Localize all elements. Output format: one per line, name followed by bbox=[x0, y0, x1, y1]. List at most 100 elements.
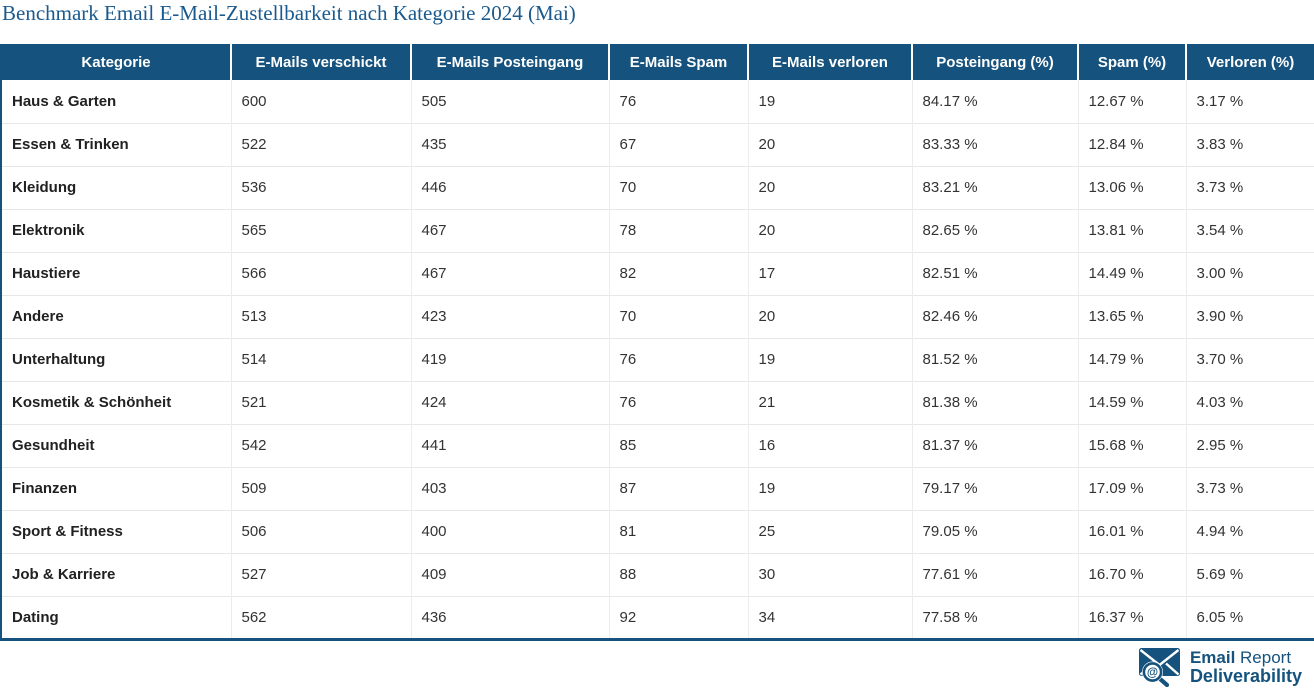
table-row: Elektronik 565 467 78 20 82.65 % 13.81 % 3.54 % bbox=[1, 208, 1314, 252]
value-cell: 3.73 % bbox=[1185, 466, 1314, 510]
category-cell: Dating bbox=[1, 595, 231, 639]
column-header: E-Mails verschickt bbox=[230, 44, 411, 80]
value-cell: 76 bbox=[608, 80, 748, 123]
value-cell: 70 bbox=[608, 294, 748, 338]
value-cell: 25 bbox=[747, 509, 912, 553]
value-cell: 446 bbox=[410, 165, 609, 209]
value-cell: 83.21 % bbox=[911, 165, 1078, 209]
value-cell: 17.09 % bbox=[1077, 466, 1186, 510]
benchmark-table: Kategorie E-Mails verschickt E-Mails Poste… bbox=[0, 44, 1314, 641]
value-cell: 20 bbox=[747, 165, 912, 209]
column-header: Spam (%) bbox=[1077, 44, 1186, 80]
column-header: Posteingang (%) bbox=[911, 44, 1078, 80]
table-row: Dating 562 436 92 34 77.58 % 16.37 % 6.05 % bbox=[1, 595, 1314, 639]
value-cell: 3.54 % bbox=[1185, 208, 1314, 252]
value-cell: 78 bbox=[608, 208, 748, 252]
value-cell: 506 bbox=[230, 509, 411, 553]
value-cell: 85 bbox=[608, 423, 748, 467]
value-cell: 403 bbox=[410, 466, 609, 510]
value-cell: 77.58 % bbox=[911, 595, 1078, 639]
value-cell: 13.65 % bbox=[1077, 294, 1186, 338]
value-cell: 20 bbox=[747, 122, 912, 166]
value-cell: 21 bbox=[747, 380, 912, 424]
value-cell: 15.68 % bbox=[1077, 423, 1186, 467]
value-cell: 14.59 % bbox=[1077, 380, 1186, 424]
value-cell: 20 bbox=[747, 208, 912, 252]
brand-logo-text: Email Report Deliverability bbox=[1190, 648, 1302, 686]
value-cell: 13.06 % bbox=[1077, 165, 1186, 209]
column-header: E-Mails Posteingang bbox=[410, 44, 609, 80]
page-title: Benchmark Email E-Mail-Zustellbarkeit na… bbox=[2, 1, 576, 25]
value-cell: 600 bbox=[230, 80, 411, 123]
table-row: Haustiere 566 467 82 17 82.51 % 14.49 % 3.00 % bbox=[1, 251, 1314, 295]
value-cell: 419 bbox=[410, 337, 609, 381]
brand-logo[interactable]: @ Email Report Deliverability bbox=[1136, 646, 1302, 689]
table-header-row: Kategorie E-Mails verschickt E-Mails Poste… bbox=[1, 44, 1314, 80]
value-cell: 17 bbox=[747, 251, 912, 295]
table-row: Haus & Garten 600 505 76 19 84.17 % 12.67 % 3.1… bbox=[1, 80, 1314, 123]
category-cell: Finanzen bbox=[1, 466, 231, 510]
value-cell: 509 bbox=[230, 466, 411, 510]
value-cell: 20 bbox=[747, 294, 912, 338]
value-cell: 81.52 % bbox=[911, 337, 1078, 381]
value-cell: 542 bbox=[230, 423, 411, 467]
value-cell: 3.90 % bbox=[1185, 294, 1314, 338]
value-cell: 505 bbox=[410, 80, 609, 123]
envelope-magnifier-at-icon: @ bbox=[1136, 646, 1182, 689]
value-cell: 441 bbox=[410, 423, 609, 467]
value-cell: 409 bbox=[410, 552, 609, 596]
category-cell: Elektronik bbox=[1, 208, 231, 252]
category-cell: Andere bbox=[1, 294, 231, 338]
table-row: Gesundheit 542 441 85 16 81.37 % 15.68 % 2.95 % bbox=[1, 423, 1314, 467]
value-cell: 423 bbox=[410, 294, 609, 338]
value-cell: 12.67 % bbox=[1077, 80, 1186, 123]
value-cell: 3.70 % bbox=[1185, 337, 1314, 381]
value-cell: 566 bbox=[230, 251, 411, 295]
column-header: E-Mails verloren bbox=[747, 44, 912, 80]
value-cell: 3.73 % bbox=[1185, 165, 1314, 209]
value-cell: 2.95 % bbox=[1185, 423, 1314, 467]
value-cell: 565 bbox=[230, 208, 411, 252]
value-cell: 521 bbox=[230, 380, 411, 424]
category-cell: Essen & Trinken bbox=[1, 122, 231, 166]
value-cell: 30 bbox=[747, 552, 912, 596]
value-cell: 88 bbox=[608, 552, 748, 596]
category-cell: Gesundheit bbox=[1, 423, 231, 467]
value-cell: 6.05 % bbox=[1185, 595, 1314, 639]
table-row: Essen & Trinken 522 435 67 20 83.33 % 12.84 % 3… bbox=[1, 122, 1314, 166]
category-cell: Haus & Garten bbox=[1, 80, 231, 123]
value-cell: 81.37 % bbox=[911, 423, 1078, 467]
value-cell: 3.83 % bbox=[1185, 122, 1314, 166]
value-cell: 3.17 % bbox=[1185, 80, 1314, 123]
value-cell: 16 bbox=[747, 423, 912, 467]
category-cell: Unterhaltung bbox=[1, 337, 231, 381]
value-cell: 16.70 % bbox=[1077, 552, 1186, 596]
column-header: Verloren (%) bbox=[1185, 44, 1314, 80]
value-cell: 14.49 % bbox=[1077, 251, 1186, 295]
value-cell: 12.84 % bbox=[1077, 122, 1186, 166]
value-cell: 16.37 % bbox=[1077, 595, 1186, 639]
value-cell: 34 bbox=[747, 595, 912, 639]
value-cell: 536 bbox=[230, 165, 411, 209]
value-cell: 424 bbox=[410, 380, 609, 424]
value-cell: 436 bbox=[410, 595, 609, 639]
table-row: Job & Karriere 527 409 88 30 77.61 % 16.70 % 5.… bbox=[1, 552, 1314, 596]
table-row: Andere 513 423 70 20 82.46 % 13.65 % 3.90 % bbox=[1, 294, 1314, 338]
value-cell: 400 bbox=[410, 509, 609, 553]
category-cell: Kleidung bbox=[1, 165, 231, 209]
value-cell: 82.51 % bbox=[911, 251, 1078, 295]
value-cell: 82 bbox=[608, 251, 748, 295]
value-cell: 67 bbox=[608, 122, 748, 166]
category-cell: Haustiere bbox=[1, 251, 231, 295]
value-cell: 3.00 % bbox=[1185, 251, 1314, 295]
value-cell: 82.46 % bbox=[911, 294, 1078, 338]
value-cell: 82.65 % bbox=[911, 208, 1078, 252]
table-body: Haus & Garten 600 505 76 19 84.17 % 12.67 % 3.1… bbox=[1, 80, 1314, 639]
value-cell: 5.69 % bbox=[1185, 552, 1314, 596]
column-header: Kategorie bbox=[1, 44, 231, 80]
brand-word-deliverability: Deliverability bbox=[1189, 665, 1302, 686]
value-cell: 87 bbox=[608, 466, 748, 510]
brand-word-report: Report bbox=[1235, 647, 1292, 667]
table-row: Finanzen 509 403 87 19 79.17 % 17.09 % 3.73 % bbox=[1, 466, 1314, 510]
value-cell: 4.03 % bbox=[1185, 380, 1314, 424]
